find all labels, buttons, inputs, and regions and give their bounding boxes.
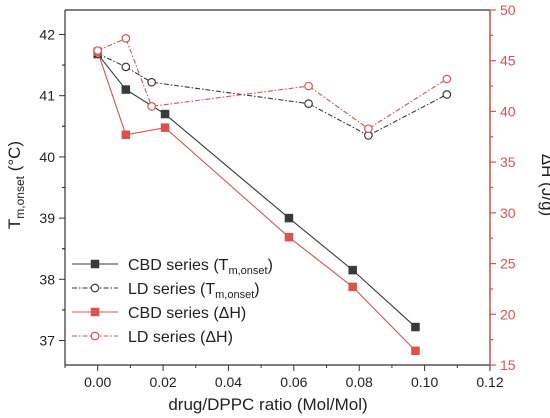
series-line (97, 52, 448, 137)
series-line (97, 51, 416, 352)
y-axis-right-title: ΔH (J/g) (538, 154, 550, 216)
data-point (304, 99, 313, 108)
data-point (147, 77, 156, 87)
y-right-tick-label: 30 (500, 205, 516, 221)
legend-label-main: CBD series (T (128, 257, 229, 274)
y-left-tick-label: 38 (39, 271, 55, 287)
y-right-tick-label: 25 (500, 256, 516, 272)
x-tick-label: 0.02 (149, 374, 176, 390)
legend-entry-1: CBD series (Tm,onset) (72, 257, 273, 277)
y-left-title-unit: (°C) (5, 141, 24, 176)
series-line (97, 53, 416, 328)
legend-label-tail: ) (254, 281, 259, 298)
y-axis-right: 15 20 25 30 35 40 45 50 (490, 2, 516, 373)
legend-label: LD series (Tm,onset) (128, 281, 260, 301)
y-left-tick-label: 42 (39, 26, 55, 42)
y-left-title-main: T (5, 219, 24, 229)
legend-entry-3: CBD series (ΔH) (72, 305, 246, 322)
data-point (411, 322, 420, 332)
legend-entry-2: LD series (Tm,onset) (72, 281, 260, 301)
legend-label-sub: m,onset (228, 265, 267, 277)
data-point (90, 331, 100, 341)
series-3 (93, 47, 420, 356)
y-left-tick-label: 41 (39, 88, 55, 104)
series-4 (93, 34, 452, 134)
data-point (411, 346, 420, 356)
legend-label: CBD series (Tm,onset) (128, 257, 273, 277)
y-right-tick-label: 35 (500, 154, 516, 170)
y-right-tick-label: 15 (500, 357, 516, 373)
y-left-tick-label: 40 (39, 149, 55, 165)
legend-label: CBD series (ΔH) (128, 305, 246, 322)
y-right-tick-label: 50 (500, 2, 516, 18)
legend-label-tail: ) (268, 257, 273, 274)
y-left-title-sub: m,onset (13, 175, 27, 218)
x-tick-label: 0.00 (84, 374, 111, 390)
y-axis-left-title: Tm,onset (°C) (5, 141, 27, 229)
data-point (90, 283, 100, 293)
x-tick-label: 0.12 (476, 374, 503, 390)
y-right-tick-label: 20 (500, 306, 516, 322)
data-point (121, 130, 131, 140)
data-point (442, 74, 452, 84)
data-point (90, 307, 100, 317)
legend-label: LD series (ΔH) (128, 329, 233, 346)
legend-label-sub: m,onset (215, 289, 254, 301)
y-axis-left: 37 38 39 40 41 42 (39, 26, 65, 349)
data-point (284, 232, 294, 242)
series-2 (93, 49, 452, 140)
legend-label-main: CBD series (ΔH) (128, 305, 246, 322)
y-left-tick-label: 37 (39, 333, 55, 349)
x-tick-label: 0.06 (280, 374, 307, 390)
data-point (364, 124, 373, 134)
series-line (97, 37, 448, 130)
legend-label-main: LD series (T (128, 281, 215, 298)
data-point (90, 259, 100, 269)
x-tick-label: 0.08 (346, 374, 373, 390)
x-axis: 0.00 0.02 0.04 0.06 0.08 0.10 0.12 (64, 365, 504, 390)
data-point (121, 34, 131, 43)
legend-label-main: LD series (ΔH) (128, 329, 233, 346)
data-point (147, 102, 156, 111)
data-point (160, 123, 170, 132)
y-left-tick-label: 39 (39, 210, 55, 226)
y-right-tick-label: 40 (500, 103, 516, 119)
data-point (304, 81, 313, 91)
data-point (442, 90, 452, 99)
y-right-tick-label: 45 (500, 53, 516, 69)
data-point (348, 282, 357, 292)
data-point (121, 85, 131, 94)
data-point (284, 213, 294, 223)
x-tick-label: 0.04 (215, 374, 242, 390)
series-layer (93, 34, 452, 356)
legend-entry-4: LD series (ΔH) (72, 329, 233, 346)
x-tick-label: 0.10 (411, 374, 438, 390)
data-point (160, 109, 170, 119)
x-axis-title: drug/DPPC ratio (Mol/Mol) (168, 395, 367, 414)
data-point (121, 62, 131, 72)
legend: CBD series (Tm,onset)LD series (Tm,onset… (72, 257, 273, 346)
data-point (93, 46, 103, 55)
data-point (348, 265, 357, 275)
